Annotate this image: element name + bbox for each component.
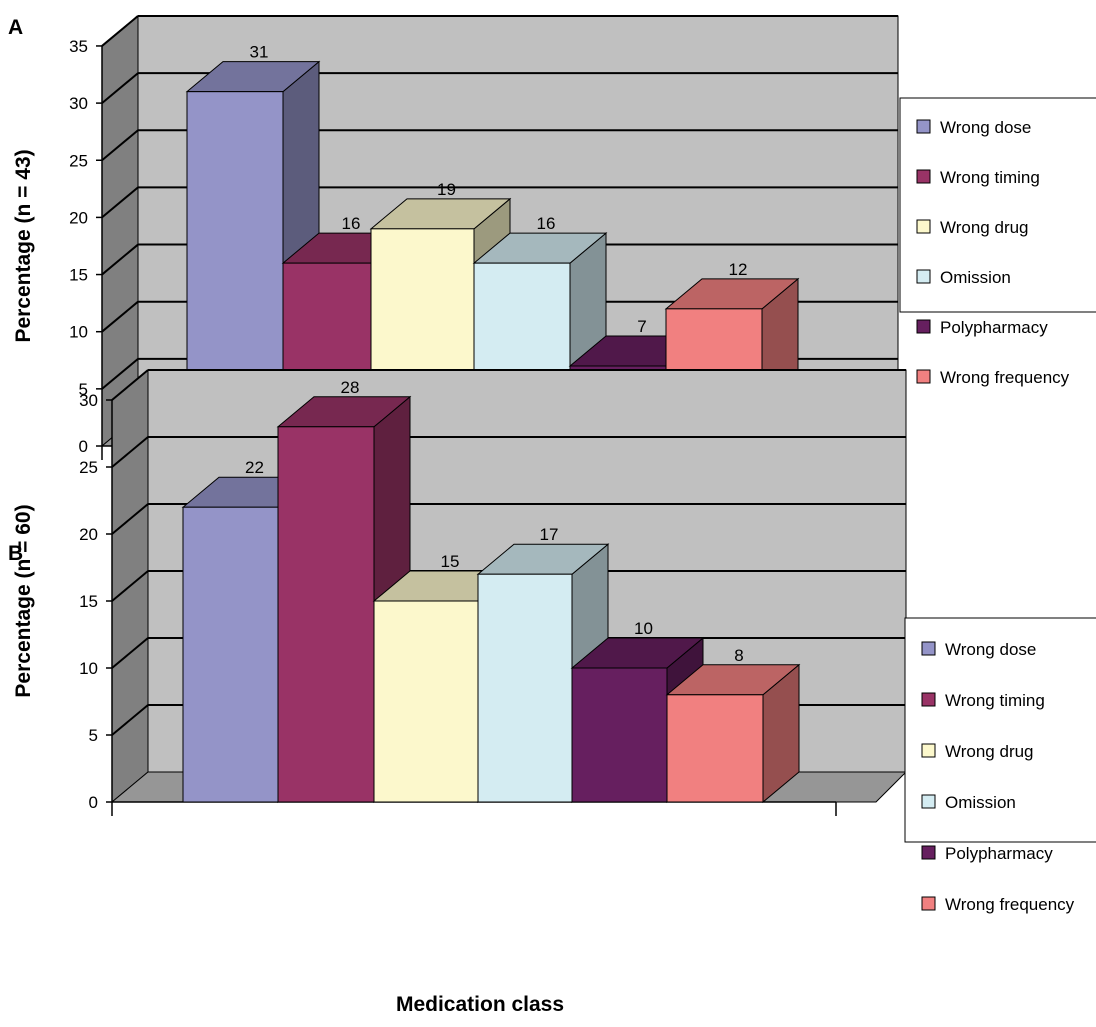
data-label: 19 [437,180,456,199]
data-label: 8 [734,646,743,665]
bar-front [666,694,764,803]
gridline-side [111,570,149,602]
bar-front [477,573,573,803]
gridline-side [111,369,149,401]
y-tick-label: 0 [89,793,98,812]
y-tick-label: 10 [79,659,98,678]
data-label: 17 [540,525,559,544]
gridline-side [101,243,139,276]
gridline-side [101,72,139,104]
y-axis-title: Percentage (n = 60) [12,504,35,697]
x-axis-title: Medication class [396,993,564,1016]
legend-swatch [921,641,936,656]
legend-label: Wrong drug [945,742,1034,761]
bar-front [373,600,479,803]
data-label: 12 [729,260,748,279]
gridline-side [111,503,149,535]
data-label: 15 [441,552,460,571]
data-label: 10 [634,619,653,638]
legend-box [899,97,1096,313]
legend: Wrong dose Wrong timing Wrong drug Omission… [904,617,1096,914]
legend-label: Omission [945,793,1016,812]
y-tick-label: 30 [69,94,88,113]
y-tick-label: 20 [79,525,98,544]
data-label: 16 [537,214,556,233]
legend-swatch [921,794,936,809]
legend-swatch [916,319,931,334]
legend-swatch [916,219,931,234]
side-wall [101,14,139,448]
legend-label: Polypharmacy [940,318,1048,337]
data-label: 28 [341,378,360,397]
y-tick-label: 10 [69,323,88,342]
legend-swatch [921,896,936,911]
y-tick-label: 5 [89,726,98,745]
data-label: 31 [250,43,269,62]
gridline-side [111,704,149,736]
legend-swatch [921,743,936,758]
legend-swatch [916,119,931,134]
y-tick-label: 30 [79,391,98,410]
legend-label: Wrong frequency [940,368,1070,387]
bar-wrong-frequency [665,663,801,804]
legend-swatch [916,369,931,384]
y-axis-title: Percentage (n = 43) [12,149,35,342]
bar-front [277,426,375,803]
gridline-side [101,129,139,162]
legend-label: Wrong timing [940,168,1040,187]
legend-swatch [916,169,931,184]
y-tick-label: 15 [79,592,98,611]
data-label: 7 [637,317,646,336]
legend-swatch [921,845,936,860]
legend-swatch [916,269,931,284]
y-tick-label: 15 [69,266,88,285]
panel-letter: B [8,542,23,565]
legend-label: Omission [940,268,1011,287]
data-label: 22 [245,458,264,477]
legend-label: Polypharmacy [945,844,1053,863]
legend-box [904,617,1096,843]
legend-label: Wrong drug [940,218,1029,237]
legend-label: Wrong frequency [945,895,1075,914]
y-tick-label: 25 [79,458,98,477]
legend-label: Wrong dose [940,118,1031,137]
panel-letter: A [8,16,23,39]
gridline-side [111,436,149,468]
bar-front [182,506,279,803]
legend-label: Wrong dose [945,640,1036,659]
data-label: 16 [342,214,361,233]
gridline-side [101,186,139,219]
gridline-side [111,637,149,669]
y-tick-label: 25 [69,151,88,170]
y-tick-label: 20 [69,208,88,227]
legend-swatch [921,692,936,707]
legend-label: Wrong timing [945,691,1045,710]
gridline-side [101,15,139,47]
gridline-side [101,358,139,390]
legend: Wrong dose Wrong timing Wrong drug Omission… [899,97,1096,387]
bar-front [571,667,668,803]
gridline-side [101,300,139,333]
y-tick-label: 5 [79,380,88,399]
y-tick-label: 35 [69,37,88,56]
y-tick-label: 0 [79,437,88,456]
